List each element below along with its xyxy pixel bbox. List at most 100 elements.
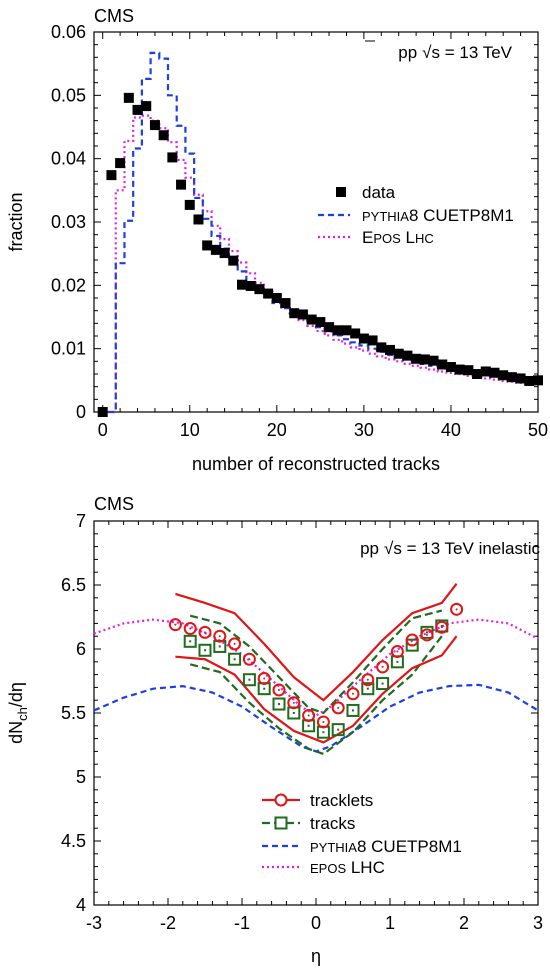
top-chart-xtick-label: 20 — [267, 420, 287, 440]
bottom-chart-ytick-label: 6.5 — [61, 575, 86, 595]
tracklets-point — [316, 715, 330, 729]
top-chart-ytick-label: 0.05 — [51, 85, 86, 105]
legend-tracks-marker — [274, 816, 288, 830]
tracklets-point-center — [322, 720, 325, 723]
tracklets-band-upper — [175, 583, 458, 702]
tracks-point-center — [263, 687, 266, 690]
data-point — [524, 375, 535, 386]
top-chart-energy-prefix: pp — [398, 43, 417, 62]
bottom-chart: CMS 4 4.5 5 5.5 6 6.5 7 -3 -2 -1 0 1 2 3 pp √s = 13 Te… — [6, 494, 543, 966]
tracks-point-center — [322, 731, 325, 734]
data-point — [419, 354, 430, 365]
bottom-chart-axes: 4 4.5 5 5.5 6 6.5 7 -3 -2 -1 0 1 2 3 — [61, 511, 543, 933]
bottom-chart-legend: tracklets tracks PYTHIA8 CUETP8M1 EPOS LHC — [262, 791, 462, 877]
tracklets-point-center — [396, 650, 399, 653]
tracks-point — [272, 697, 286, 711]
top-chart-ytick-label: 0 — [76, 402, 86, 422]
bottom-chart-xtick-label: 0 — [311, 913, 321, 933]
data-point — [332, 325, 343, 336]
data-point — [228, 255, 239, 266]
legend-data-marker — [336, 187, 346, 197]
data-point — [533, 375, 543, 386]
data-point — [132, 104, 143, 115]
tracks-point-center — [352, 709, 354, 712]
top-chart-ytick-label: 0.04 — [51, 149, 86, 169]
tracklets-point-center — [337, 706, 340, 709]
top-chart-xtick-label: 0 — [98, 420, 108, 440]
legend-tracks-label: tracks — [310, 814, 355, 833]
tracklets-point-center — [411, 639, 414, 642]
tracklets-point — [376, 660, 390, 674]
top-chart-experiment-label: CMS — [94, 6, 134, 26]
tracklets-point-center — [292, 701, 295, 704]
data-point — [202, 240, 213, 251]
data-point — [358, 333, 369, 344]
data-point — [437, 359, 448, 370]
data-point — [237, 279, 247, 290]
tracks-point-center — [426, 631, 428, 634]
data-point — [219, 248, 230, 259]
legend-data-label: data — [362, 183, 396, 202]
top-chart-energy-text: s = 13 TeV — [432, 43, 513, 62]
tracks-point-center — [233, 658, 236, 661]
tracks-point — [198, 643, 212, 657]
bottom-chart-xtick-label: -1 — [234, 913, 250, 933]
data-point — [315, 317, 326, 328]
top-chart-xtick-label: 50 — [528, 420, 548, 440]
tracklets-point — [450, 602, 464, 616]
tracklets-point-center — [233, 642, 236, 645]
tracks-point — [183, 634, 197, 648]
legend-epos-label: EPOS LHC — [362, 228, 434, 247]
tracklets-point-center — [352, 692, 354, 695]
tracklets-point-center — [366, 678, 369, 681]
top-chart-xtick-label: 40 — [441, 420, 461, 440]
tracks-point-center — [204, 649, 206, 652]
data-point — [463, 365, 474, 376]
tracks-point — [228, 652, 242, 666]
data-point — [498, 370, 509, 381]
tracklets-point-center — [440, 626, 443, 629]
top-chart-ytick-label: 0.01 — [51, 339, 86, 359]
data-point — [254, 284, 265, 295]
data-point — [454, 364, 465, 375]
data-point — [97, 407, 108, 417]
data-point — [515, 373, 526, 384]
top-chart-xtick-label: 10 — [180, 420, 200, 440]
bottom-chart-energy-text: s = 13 TeV inelastic — [393, 539, 540, 558]
tracklets-point — [390, 645, 404, 659]
tracks-point-center — [278, 703, 280, 706]
tracks-point-center — [440, 624, 443, 627]
tracklets-point — [242, 652, 256, 666]
data-point — [480, 366, 491, 377]
data-point — [445, 362, 456, 373]
tracklets-point — [272, 683, 286, 697]
bottom-chart-xlabel: η — [311, 946, 321, 966]
data-point — [393, 348, 404, 359]
tracklets-point — [346, 687, 360, 701]
top-chart-series — [97, 51, 543, 417]
tracklets-band-lower — [175, 635, 458, 744]
tracks-point — [331, 723, 345, 737]
tracks-point-center — [307, 724, 310, 727]
legend-tracklets-label: tracklets — [310, 791, 373, 810]
bottom-chart-energy-label: pp √s = 13 TeV inelastic — [360, 539, 540, 558]
tracklets-point-center — [263, 677, 266, 680]
bottom-chart-experiment-label: CMS — [94, 494, 134, 514]
data-point — [306, 314, 317, 325]
data-point — [141, 101, 152, 112]
top-chart-xtick-label: 30 — [354, 420, 374, 440]
top-chart-ytick-label: 0.02 — [51, 275, 86, 295]
legend-pythia-label: PYTHIA8 CUETP8M1 — [362, 206, 514, 225]
data-point — [167, 152, 178, 163]
tracklets-point — [198, 625, 212, 639]
data-point — [193, 214, 204, 225]
data-point — [411, 353, 422, 364]
tracklets-point-center — [278, 688, 280, 691]
bottom-chart-ytick-label: 4 — [76, 895, 86, 915]
data-point — [341, 325, 352, 336]
tracklets-point-center — [381, 665, 384, 668]
data-point — [324, 322, 335, 333]
tracklets-point-center — [204, 631, 206, 634]
tracks-band-lower — [189, 635, 443, 756]
